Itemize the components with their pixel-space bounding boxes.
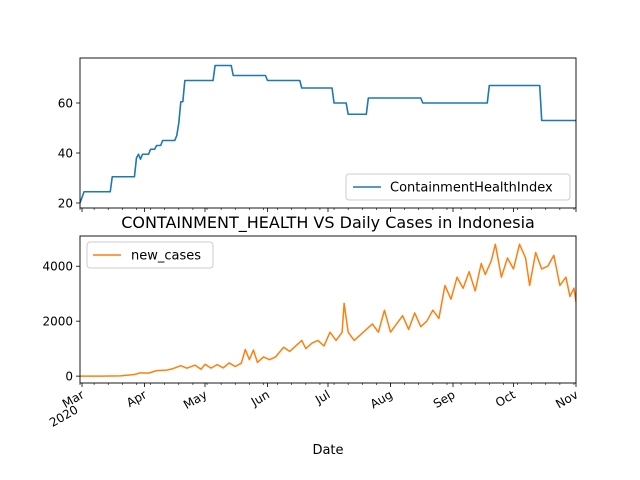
xtick-label-jul: Jul (312, 387, 332, 407)
top-legend-label: ContainmentHealthIndex (390, 181, 553, 196)
bottom-series-layer (80, 243, 576, 377)
bottom-legend: new_cases (86, 241, 214, 269)
x-axis-title: Date (312, 443, 343, 458)
top-series-layer (80, 64, 576, 204)
bottom-legend-label: new_cases (131, 249, 201, 264)
bottom-ytick-label: 4000 (42, 260, 73, 274)
bottom-y-ticks: 0 2000 4000 (42, 260, 80, 384)
top-ytick-label: 60 (58, 97, 73, 111)
series-line-containment-health-index (80, 64, 576, 204)
top-subplot: 20 40 60 ContainmentHealthIndex (58, 57, 577, 212)
top-x-ticks (79, 208, 577, 212)
top-legend-frame (345, 173, 571, 201)
plot-title: CONTAINMENT_HEALTH VS Daily Cases in Ind… (121, 213, 535, 233)
top-legend: ContainmentHealthIndex (345, 173, 571, 201)
top-y-ticks: 20 40 60 (58, 97, 80, 211)
bottom-legend-frame (86, 241, 214, 269)
top-ytick-label: 40 (58, 147, 73, 161)
bottom-ytick-label: 0 (65, 370, 73, 384)
top-ytick-label: 20 (58, 197, 73, 211)
series-line-new-cases (80, 243, 576, 377)
bottom-ytick-label: 2000 (42, 315, 73, 329)
